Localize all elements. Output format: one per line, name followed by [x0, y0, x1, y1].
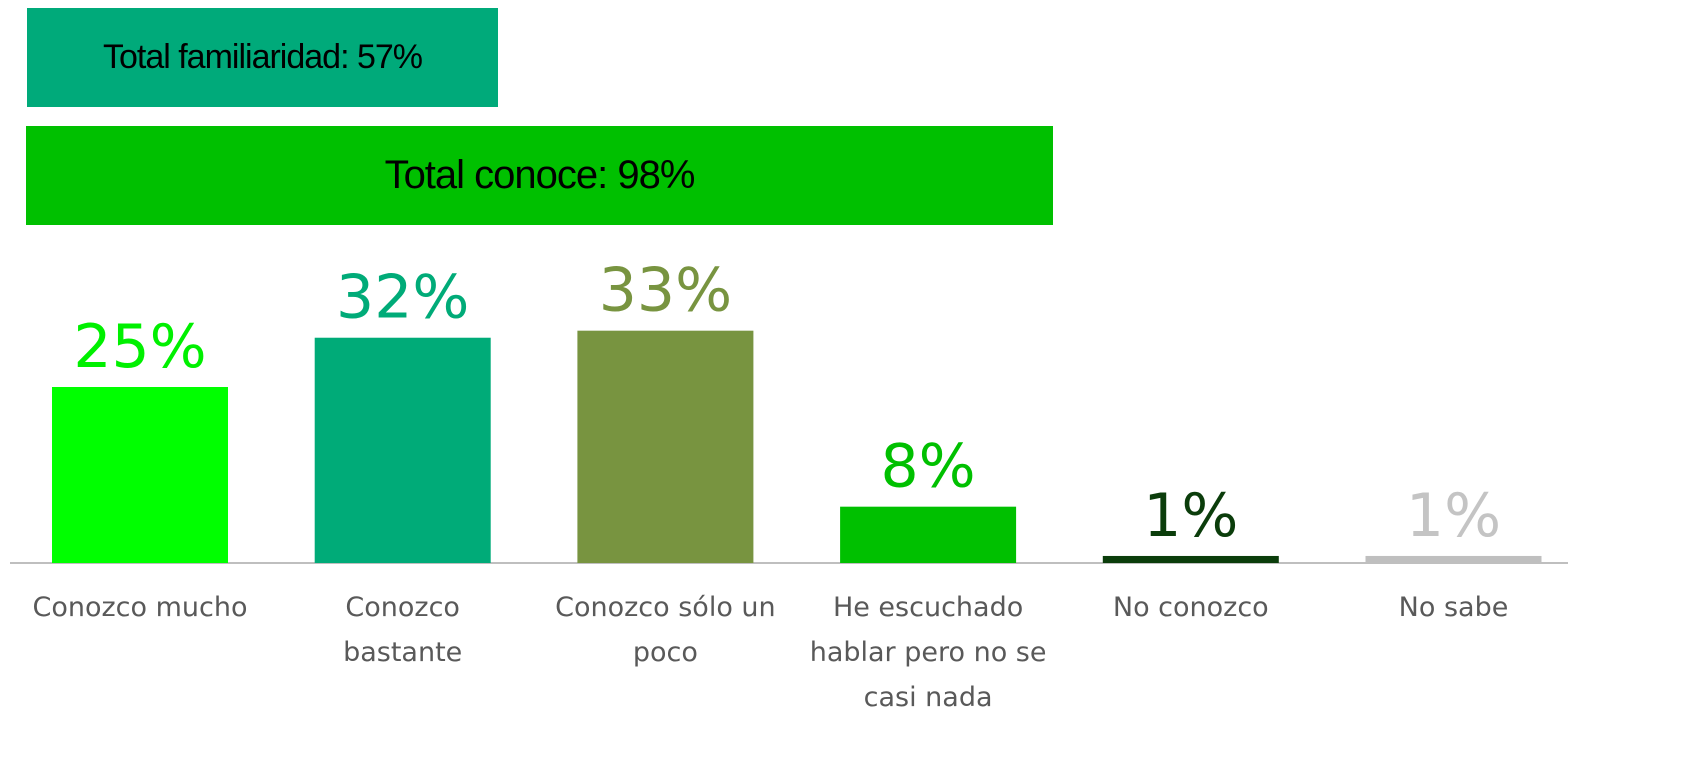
bar [314, 337, 491, 563]
value-label: 33% [599, 256, 732, 326]
value-label: 1% [1406, 481, 1501, 551]
value-label: 25% [73, 312, 206, 382]
category-label: He escuchado hablar pero no se casi nada [809, 592, 1047, 713]
bar [1102, 555, 1279, 563]
bar [52, 387, 228, 563]
value-label: 1% [1143, 481, 1238, 551]
category-label: No conozco [1112, 592, 1269, 623]
bar [840, 506, 1017, 563]
category-label: Conozco mucho [32, 592, 248, 623]
category-label: Conozco sólo un poco [555, 592, 776, 668]
category-label: Conozco bastante [343, 592, 463, 668]
category-label: No sabe [1398, 592, 1509, 623]
value-label: 32% [336, 263, 469, 333]
value-label: 8% [881, 432, 976, 502]
annotation-box: Total familiaridad: 57% [27, 8, 498, 107]
bar [577, 330, 754, 563]
bar [1365, 555, 1542, 563]
annotation-box: Total conoce: 98% [26, 126, 1053, 225]
